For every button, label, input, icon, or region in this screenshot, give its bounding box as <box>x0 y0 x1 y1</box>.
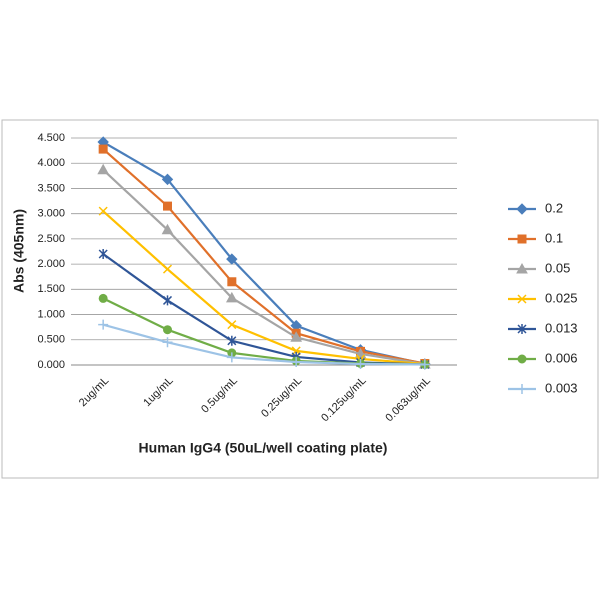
marker <box>163 325 172 335</box>
legend-label: 0.1 <box>545 230 563 245</box>
marker <box>419 359 430 370</box>
marker <box>291 356 302 367</box>
marker <box>226 253 238 265</box>
y-tick-label: 2.000 <box>37 258 65 270</box>
series-line <box>102 210 425 366</box>
marker <box>98 144 108 154</box>
legend-label: 0.2 <box>545 200 563 215</box>
y-tick-label: 0.500 <box>37 334 65 346</box>
y-tick-label: 4.500 <box>37 132 65 144</box>
legend-marker <box>516 203 528 215</box>
legend-marker <box>516 262 528 274</box>
marker <box>161 173 174 186</box>
series-line <box>102 148 426 365</box>
legend-marker <box>517 294 527 304</box>
y-tick-label: 0.000 <box>37 359 65 371</box>
marker <box>161 223 174 235</box>
marker <box>227 277 237 287</box>
legend-marker <box>517 354 527 364</box>
y-tick-label: 3.000 <box>37 208 65 220</box>
y-tick-label: 1.000 <box>37 308 65 320</box>
legend-marker <box>517 234 527 244</box>
legend-label: 0.006 <box>545 350 578 365</box>
y-axis-title: Abs (405nm) <box>11 209 27 293</box>
marker <box>225 291 238 303</box>
y-tick-label: 3.500 <box>37 182 65 194</box>
marker <box>162 264 173 274</box>
legend-label: 0.013 <box>545 320 578 335</box>
legend-marker <box>517 324 527 334</box>
series-line <box>102 141 426 366</box>
marker <box>98 206 108 216</box>
marker <box>98 319 109 330</box>
y-tick-label: 2.500 <box>37 233 65 245</box>
marker <box>355 358 366 369</box>
marker <box>227 335 237 346</box>
marker <box>162 295 173 306</box>
marker <box>226 352 237 363</box>
y-tick-label: 4.000 <box>37 157 65 169</box>
legend-label: 0.05 <box>545 260 570 275</box>
series-line <box>102 168 426 366</box>
legend-label: 0.025 <box>545 290 578 305</box>
marker <box>97 163 110 175</box>
marker <box>162 337 173 348</box>
marker <box>227 320 237 330</box>
marker <box>98 293 108 303</box>
marker <box>163 201 172 211</box>
marker <box>290 331 303 342</box>
legend-marker <box>517 384 527 394</box>
x-axis-title: Human IgG4 (50uL/well coating plate) <box>139 440 388 456</box>
series-line <box>102 323 425 366</box>
marker <box>98 249 108 260</box>
y-tick-label: 1.500 <box>37 283 65 295</box>
legend-label: 0.003 <box>545 380 578 395</box>
